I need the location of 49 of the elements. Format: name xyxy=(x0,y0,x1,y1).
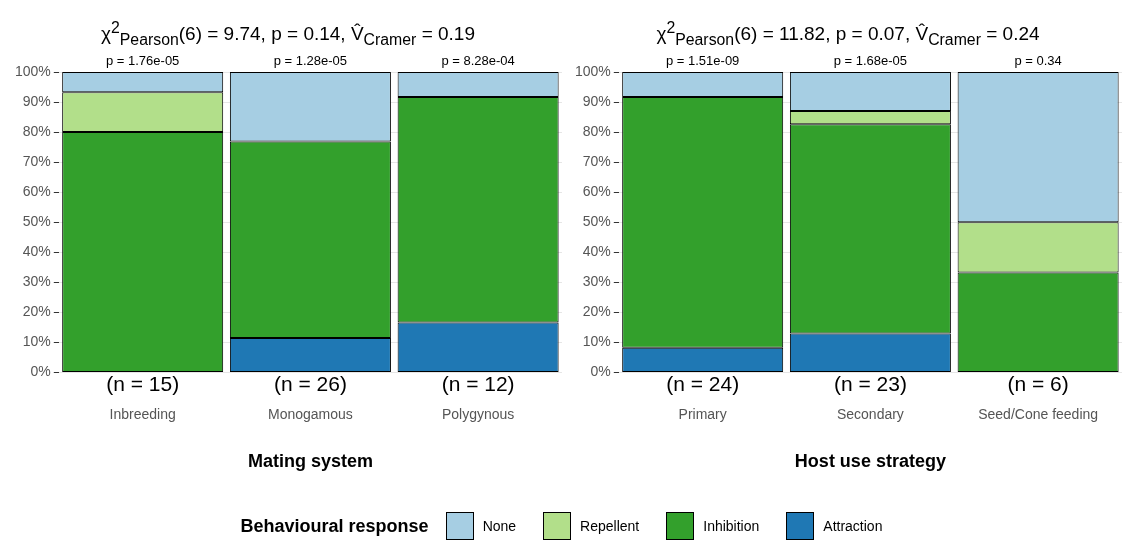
y-tick-label: 70% xyxy=(22,153,51,170)
legend-label: None xyxy=(482,518,517,534)
x-tick-label: Inbreeding xyxy=(109,405,176,422)
y-tick-label: 30% xyxy=(22,273,51,290)
annotation: p = 8.28e-04 xyxy=(441,53,515,69)
annotation: p = 1.68e-05 xyxy=(833,53,908,69)
annotation: p = 1.51e-09 xyxy=(665,53,740,69)
annotation: p = 0.34 xyxy=(1014,53,1062,69)
y-tick-label: 40% xyxy=(582,243,611,260)
legend-label: Inhibition xyxy=(703,518,760,534)
y-tick-label: 50% xyxy=(22,213,51,230)
y-tick-label: 10% xyxy=(22,333,51,350)
x-tick-label: Polygynous xyxy=(441,405,515,422)
y-tick-label: 60% xyxy=(582,183,611,200)
annotation: (n = 26) xyxy=(273,371,347,395)
chart-title: χ$^{2}$$_{Pearson}$(6) = 9.74, p = 0.14, V̂$_{Cramer}$ = 0.19 xyxy=(100,18,476,49)
annotation: p = 1.28e-05 xyxy=(273,53,348,69)
y-tick-label: 0% xyxy=(30,363,51,380)
legend-label: Attraction xyxy=(823,518,883,534)
y-tick-label: 50% xyxy=(582,213,611,230)
y-tick-label: 20% xyxy=(582,303,611,320)
annotation: (n = 6) xyxy=(1007,371,1069,395)
x-tick-label: Primary xyxy=(678,405,727,422)
annotation: (n = 15) xyxy=(106,371,180,395)
annotation: (n = 24) xyxy=(666,371,740,395)
y-tick-label: 80% xyxy=(22,122,51,139)
y-tick-label: 40% xyxy=(22,243,51,260)
y-tick-label: 90% xyxy=(22,92,51,109)
x-axis-title: Host use strategy xyxy=(794,451,946,472)
y-tick-label: 100% xyxy=(574,62,611,79)
y-tick-label: 60% xyxy=(22,183,51,200)
chart-title: χ$^{2}$$_{Pearson}$(6) = 11.82, p = 0.07, V̂$_{Cramer}$ = 0.24 xyxy=(655,18,1041,49)
y-tick-label: 80% xyxy=(582,122,611,139)
legend-label: Repellent xyxy=(580,518,640,534)
legend-title: Behavioural response xyxy=(240,515,429,537)
y-tick-label: 10% xyxy=(582,333,611,350)
y-tick-label: 30% xyxy=(582,273,611,290)
y-tick-label: 100% xyxy=(14,62,51,79)
y-tick-label: 0% xyxy=(590,363,611,380)
y-tick-label: 90% xyxy=(582,92,611,109)
annotation: p = 1.76e-05 xyxy=(105,53,180,69)
x-tick-label: Secondary xyxy=(836,405,904,422)
annotation: (n = 23) xyxy=(833,371,907,395)
y-tick-label: 20% xyxy=(22,303,51,320)
x-tick-label: Monogamous xyxy=(267,405,353,422)
x-axis-title: Mating system xyxy=(247,451,373,472)
annotation: (n = 12) xyxy=(441,371,515,395)
x-tick-label: Seed/Cone feeding xyxy=(978,405,1099,422)
y-tick-label: 70% xyxy=(582,153,611,170)
